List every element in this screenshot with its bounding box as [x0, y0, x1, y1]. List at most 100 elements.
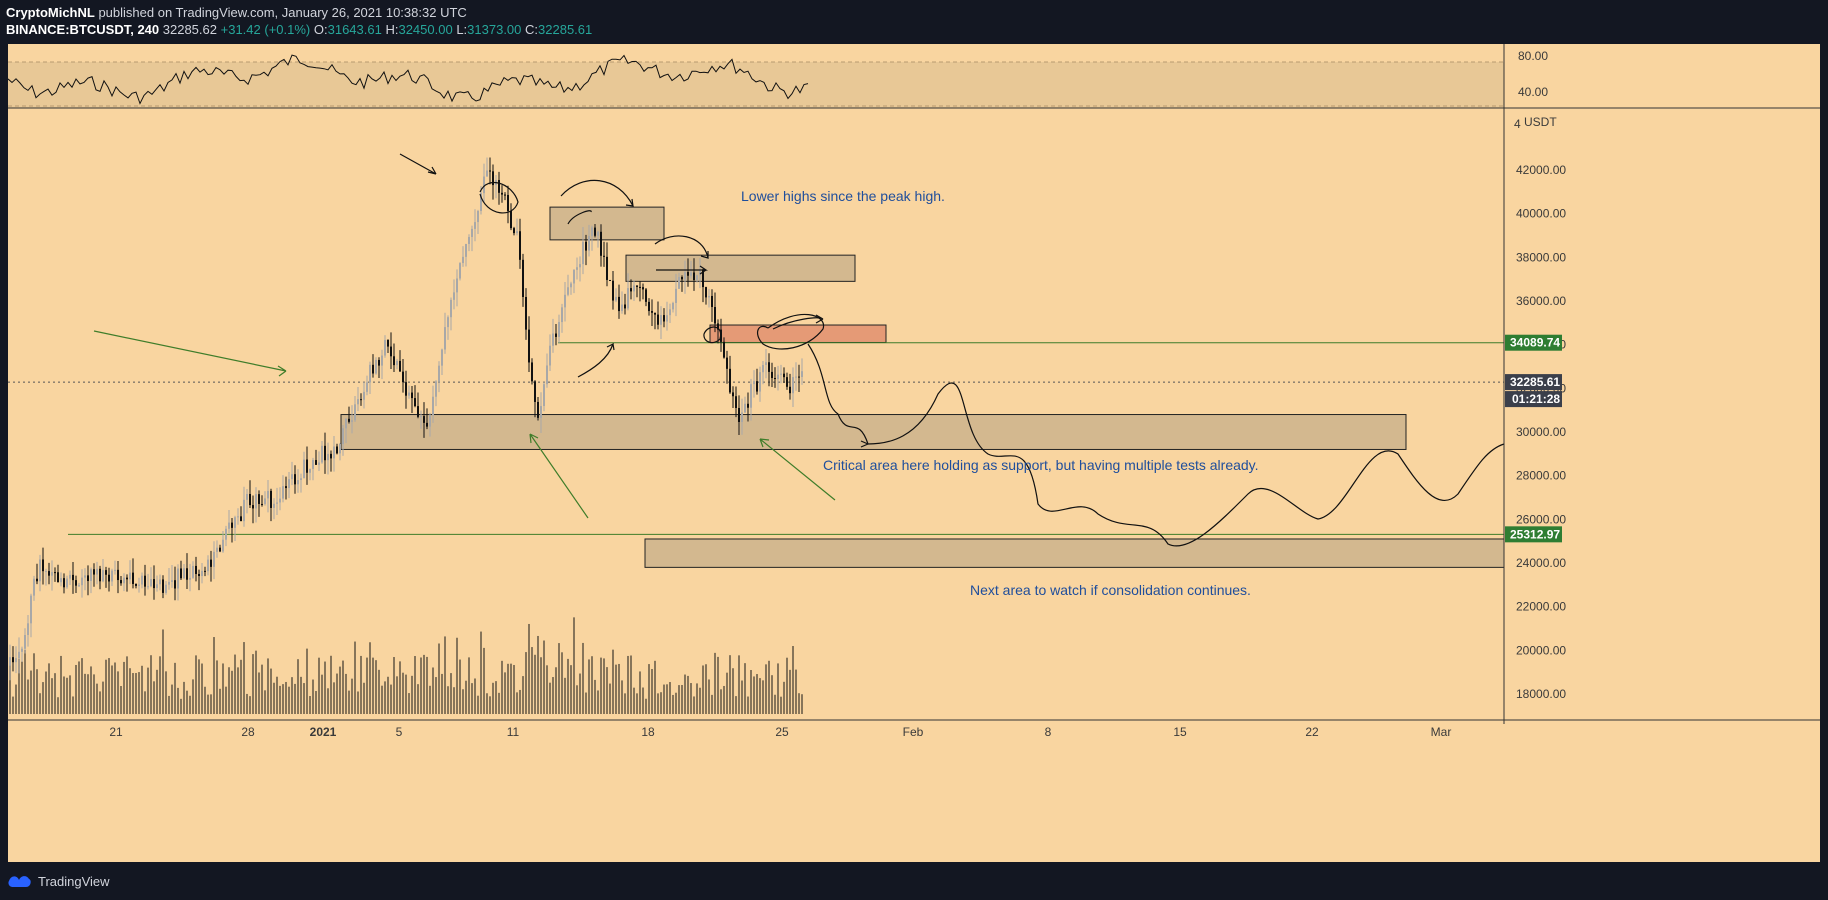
candle-body — [12, 657, 14, 663]
candle-body — [630, 288, 632, 292]
publish-info: published on TradingView.com, January 26… — [94, 5, 467, 20]
volume-bar — [546, 665, 548, 714]
volume-bar — [159, 656, 161, 714]
volume-bar — [252, 654, 254, 714]
candle-body — [222, 539, 224, 552]
candle-body — [753, 381, 755, 385]
candle-body — [108, 574, 110, 582]
volume-bar — [192, 679, 194, 714]
volume-bar — [96, 683, 98, 714]
volume-bar — [345, 673, 347, 714]
rsi-tick-label: 80.00 — [1518, 49, 1548, 63]
volume-bar — [579, 673, 581, 714]
volume-bar — [333, 682, 335, 714]
candle-body — [264, 498, 266, 505]
volume-bar — [243, 642, 245, 714]
candle-body — [417, 406, 419, 417]
candle-body — [114, 569, 116, 571]
green-arrow-mid — [529, 433, 589, 519]
candle-body — [639, 286, 641, 288]
footer-bar: TradingView — [8, 870, 110, 892]
candle-body — [111, 570, 113, 582]
volume-bar — [189, 695, 191, 714]
candle-body — [453, 292, 455, 300]
volume-bar — [204, 686, 206, 714]
candle-body — [570, 283, 572, 288]
price-chart[interactable]: 18000.00 20000.00 22000.00 24000.00 26000.00… — [8, 44, 1820, 862]
volume-bar — [645, 698, 647, 714]
volume-bar — [357, 691, 359, 714]
volume-bar — [339, 666, 341, 714]
candle-body — [711, 295, 713, 308]
volume-bar — [444, 636, 446, 714]
footer-brand[interactable]: TradingView — [38, 873, 110, 889]
volume-bar — [297, 659, 299, 714]
tradingview-logo-icon[interactable] — [8, 874, 32, 888]
candle-body — [696, 275, 698, 281]
candle-body — [288, 479, 290, 489]
volume-bar — [519, 689, 521, 714]
candle-body — [333, 446, 335, 459]
candle-body — [150, 579, 152, 587]
candle-body — [447, 317, 449, 328]
volume-bar — [219, 688, 221, 714]
volume-bar — [738, 655, 740, 714]
candle-body — [384, 339, 386, 356]
candle-body — [702, 270, 704, 288]
volume-bar — [483, 647, 485, 714]
volume-bar — [657, 693, 659, 714]
volume-bar — [594, 679, 596, 714]
candle-body — [378, 359, 380, 366]
open-value: 31643.61 — [327, 22, 382, 37]
candle-body — [507, 194, 509, 211]
candle-body — [279, 498, 281, 503]
volume-bar — [201, 663, 203, 714]
candle-body — [63, 578, 65, 588]
candle-body — [135, 583, 137, 586]
candle-body — [471, 228, 473, 238]
candle-body — [165, 584, 167, 593]
candle-body — [246, 493, 248, 500]
level-tag — [1505, 526, 1562, 543]
volume-bar — [66, 677, 68, 714]
volume-bar — [597, 690, 599, 714]
candle-body — [432, 396, 434, 416]
chart-area[interactable]: 18000.00 20000.00 22000.00 24000.00 26000.00… — [8, 44, 1820, 862]
candle-body — [669, 309, 671, 316]
volume-bar — [723, 685, 725, 714]
volume-bar — [540, 657, 542, 714]
candle-body — [237, 516, 239, 518]
volume-bar — [600, 657, 602, 714]
volume-bar — [777, 663, 779, 714]
candle-body — [477, 210, 479, 223]
candle-body — [573, 269, 575, 284]
candle-body — [156, 584, 158, 589]
candle-body — [483, 176, 485, 194]
candle-body — [441, 349, 443, 366]
candle-body — [492, 171, 494, 186]
volume-bar — [186, 690, 188, 714]
candle-body — [666, 315, 668, 322]
candle-body — [699, 270, 701, 276]
volume-bar — [174, 662, 176, 714]
volume-bar — [222, 663, 224, 714]
candle-body — [642, 287, 644, 290]
volume-bar — [480, 631, 482, 714]
volume-bar — [741, 680, 743, 714]
candle-body — [396, 360, 398, 366]
candle-body — [210, 559, 212, 567]
volume-bar — [126, 656, 128, 714]
volume-bar — [354, 641, 356, 714]
candle-body — [126, 577, 128, 580]
candle-body — [675, 288, 677, 303]
candle-body — [501, 192, 503, 195]
volume-bar — [585, 692, 587, 714]
candle-body — [24, 635, 26, 649]
volume-bar — [744, 663, 746, 714]
volume-bar — [231, 670, 233, 714]
volume-bar — [420, 657, 422, 714]
volume-bar — [405, 674, 407, 714]
candle-body — [174, 580, 176, 589]
author-name[interactable]: CryptoMichNL — [6, 5, 95, 20]
volume-bar — [105, 659, 107, 714]
